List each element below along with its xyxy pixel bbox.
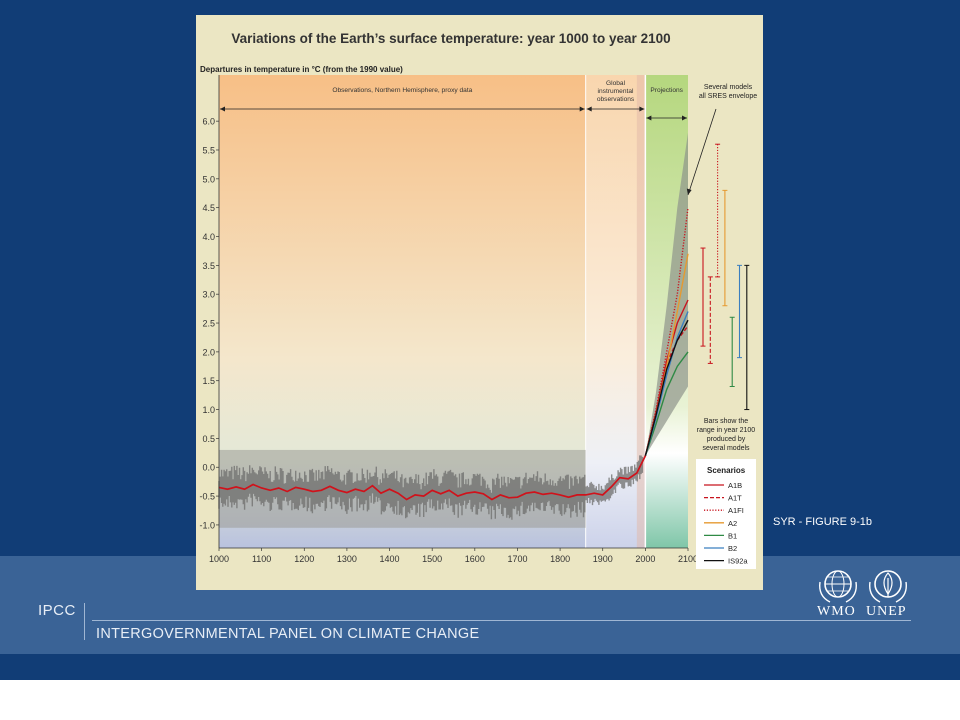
observed-line: [218, 455, 647, 501]
x-tick-label: 2100: [678, 554, 698, 564]
unep-logo-text: UNEP: [866, 604, 907, 619]
period-arrowhead: [586, 106, 592, 112]
period-label: observations: [597, 96, 635, 103]
range-bars-note: produced by: [707, 436, 746, 443]
period-arrowhead: [639, 106, 645, 112]
period-arrowhead: [682, 115, 687, 121]
legend-title: Scenarios: [707, 466, 746, 475]
x-tick-label: 1500: [422, 554, 442, 564]
period-label: Global: [606, 80, 626, 87]
unep-emblem-icon: [869, 570, 907, 603]
x-tick-label: 1800: [550, 554, 570, 564]
y-tick-label: 0.5: [202, 434, 215, 444]
legend-label-is92a: IS92a: [728, 557, 748, 566]
period-arrowhead: [646, 115, 652, 121]
annotation-pointer: [687, 108, 717, 196]
legend-label-a1fi: A1FI: [728, 506, 744, 515]
envelope-annotation: Several models: [704, 84, 753, 91]
wmo-logo-text: WMO: [817, 604, 856, 619]
series-line-b1: [644, 351, 689, 456]
legend-label-a1b: A1B: [728, 481, 742, 490]
footer-divider: [92, 620, 911, 621]
y-tick-label: -1.0: [199, 520, 215, 530]
y-tick-label: 5.5: [202, 145, 215, 155]
range-bars-note: Bars show the: [704, 418, 748, 425]
y-tick-label: 0.0: [202, 463, 215, 473]
legend-label-b1: B1: [728, 531, 737, 540]
x-tick-label: 1400: [380, 554, 400, 564]
y-tick-label: 2.0: [202, 347, 215, 357]
series-line-a1t: [644, 325, 689, 456]
x-tick-label: 1600: [465, 554, 485, 564]
x-tick-label: 1200: [294, 554, 314, 564]
chart-title: Variations of the Earth’s surface temper…: [231, 31, 670, 46]
legend-label-b2: B2: [728, 544, 737, 553]
range-bars-note: several models: [702, 445, 750, 452]
wmo-emblem-icon: [819, 570, 857, 603]
period-label: Observations, Northern Hemisphere, proxy…: [332, 87, 472, 94]
figure-panel: Variations of the Earth’s surface temper…: [196, 15, 763, 590]
legend-label-a2: A2: [728, 519, 737, 528]
period-arrowhead: [220, 106, 225, 112]
panel-name: INTERGOVERNMENTAL PANEL ON CLIMATE CHANG…: [96, 626, 480, 642]
y-tick-label: 4.5: [202, 203, 215, 213]
period-label: instrumental: [598, 88, 634, 95]
envelope-annotation: all SRES envelope: [699, 93, 757, 100]
annotation-arrowhead: [686, 188, 692, 195]
y-tick-label: 1.0: [202, 405, 215, 415]
period-label: Projections: [650, 87, 683, 94]
y-tick-label: -0.5: [199, 492, 215, 502]
y-axis-label: Departures in temperature in °C (from th…: [200, 65, 403, 74]
y-tick-label: 2.5: [202, 319, 215, 329]
ipcc-label: IPCC: [38, 602, 76, 619]
sres-envelope: [645, 132, 688, 456]
x-tick-label: 1100: [252, 554, 271, 564]
x-tick-label: 1300: [337, 554, 357, 564]
y-tick-label: 5.0: [202, 174, 215, 184]
y-tick-label: 6.0: [202, 117, 215, 127]
y-tick-label: 1.5: [202, 376, 215, 386]
range-bars-note: range in year 2100: [697, 427, 755, 434]
period-bg-overlap: [636, 75, 646, 548]
figure-label: SYR - FIGURE 9-1b: [773, 516, 873, 528]
series-line-is92a: [644, 319, 689, 456]
footer-divider-vertical: [84, 603, 85, 640]
period-arrowhead: [579, 106, 585, 112]
x-tick-label: 2000: [635, 554, 655, 564]
x-tick-label: 1900: [593, 554, 613, 564]
x-tick-label: 1700: [507, 554, 527, 564]
legend-box: [696, 459, 756, 569]
temperature-chart: Variations of the Earth’s surface temper…: [199, 31, 757, 569]
y-tick-label: 3.5: [202, 261, 215, 271]
series-line-a1fi: [644, 207, 689, 456]
y-tick-label: 3.0: [202, 290, 215, 300]
x-tick-label: 1000: [209, 554, 229, 564]
y-tick-label: 4.0: [202, 232, 215, 242]
legend-label-a1t: A1T: [728, 494, 742, 503]
